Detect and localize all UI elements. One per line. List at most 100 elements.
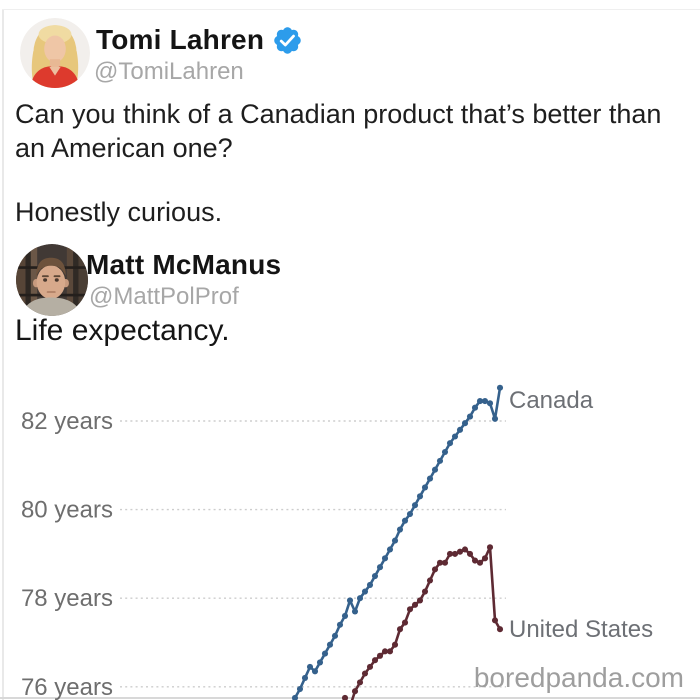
y-tick-label-82: 82 years — [21, 408, 113, 435]
data-point — [446, 440, 454, 447]
life-expectancy-chart: 82 years 80 years 78 years 76 years Canada Un… — [21, 384, 653, 700]
data-point — [416, 597, 424, 604]
data-point — [391, 537, 399, 544]
data-point — [476, 559, 484, 566]
data-point — [396, 626, 404, 633]
data-point — [351, 608, 359, 615]
handle-matt-mcmanus[interactable]: @MattPolProf — [89, 283, 239, 310]
avatar-matt-mcmanus[interactable] — [16, 244, 88, 316]
data-point — [386, 648, 394, 655]
data-point — [301, 674, 309, 681]
data-point — [366, 663, 374, 670]
data-point — [391, 641, 399, 648]
data-point — [491, 415, 499, 422]
data-point — [311, 668, 319, 675]
screenshot-bottom-border — [0, 697, 700, 699]
data-point — [376, 652, 384, 659]
data-point — [361, 670, 369, 677]
data-point — [406, 510, 414, 518]
data-point — [441, 559, 449, 566]
data-point — [461, 420, 469, 427]
reply-text: Life expectancy. — [15, 314, 230, 347]
data-point — [291, 694, 299, 700]
data-point — [426, 475, 434, 482]
avatar-tomi-lahren[interactable] — [20, 18, 90, 88]
display-name-matt-mcmanus[interactable]: Matt McManus — [86, 249, 282, 280]
y-tick-label-80: 80 years — [21, 497, 113, 524]
y-tick-label-76: 76 years — [21, 674, 113, 700]
verified-badge-icon — [274, 26, 301, 54]
watermark: boredpanda.com — [473, 662, 684, 693]
data-point — [451, 550, 459, 557]
data-point — [441, 448, 449, 456]
data-point — [416, 493, 424, 500]
data-point — [486, 400, 494, 407]
data-point — [446, 550, 454, 557]
data-point — [341, 612, 349, 619]
series-label-1: United States — [509, 616, 653, 643]
data-point — [471, 404, 479, 411]
tweet-text-line: Can you think of a Canadian product that… — [15, 99, 662, 129]
data-point — [461, 546, 469, 553]
data-point — [491, 617, 499, 624]
data-point — [426, 577, 434, 584]
data-point — [371, 657, 379, 664]
data-point — [336, 621, 344, 628]
data-point — [356, 595, 364, 602]
data-point — [411, 502, 419, 509]
handle-tomi-lahren[interactable]: @TomiLahren — [94, 58, 244, 85]
data-point — [376, 564, 384, 571]
data-point — [466, 550, 474, 557]
data-point — [486, 544, 494, 551]
data-point — [436, 559, 444, 566]
data-point — [451, 433, 459, 440]
data-point — [381, 648, 389, 655]
data-point — [396, 526, 404, 533]
avatar-tomi-lahren-image — [20, 18, 90, 88]
data-point — [341, 694, 349, 700]
series-line-1 — [342, 545, 502, 700]
data-point — [366, 581, 374, 588]
data-point — [356, 679, 364, 686]
screenshot-left-border — [2, 9, 4, 700]
series-label-0: Canada — [509, 387, 594, 414]
data-point — [371, 573, 379, 580]
tweet-text-line: an American one? — [15, 133, 233, 163]
data-point — [496, 384, 504, 391]
data-point — [316, 659, 324, 666]
screenshot-top-border — [2, 9, 700, 10]
data-point — [401, 619, 409, 626]
data-point — [481, 398, 489, 405]
data-point — [431, 566, 439, 573]
data-point — [381, 555, 389, 562]
y-tick-label-78: 78 years — [21, 585, 113, 612]
data-point — [466, 413, 474, 420]
data-point — [476, 398, 484, 405]
data-point — [481, 555, 489, 562]
data-point — [421, 588, 429, 595]
data-point — [321, 650, 329, 657]
series-line-0 — [292, 386, 502, 700]
data-point — [471, 557, 479, 564]
avatar-matt-mcmanus-image — [16, 244, 88, 316]
data-point — [331, 632, 339, 639]
data-point — [361, 588, 369, 595]
data-point — [306, 663, 314, 670]
data-point — [431, 466, 439, 473]
data-point — [421, 484, 429, 491]
data-point — [346, 597, 354, 604]
data-point — [401, 517, 409, 524]
data-point — [406, 606, 414, 613]
data-point — [436, 457, 444, 464]
data-point — [296, 685, 304, 693]
data-point — [411, 601, 419, 608]
data-point — [351, 688, 359, 695]
data-point — [456, 426, 464, 433]
data-point — [496, 626, 504, 633]
data-point — [456, 548, 464, 555]
data-point — [386, 546, 394, 553]
tweet-text-line: Honestly curious. — [15, 197, 223, 227]
data-point — [326, 641, 334, 648]
display-name-tomi-lahren[interactable]: Tomi Lahren — [96, 24, 265, 55]
